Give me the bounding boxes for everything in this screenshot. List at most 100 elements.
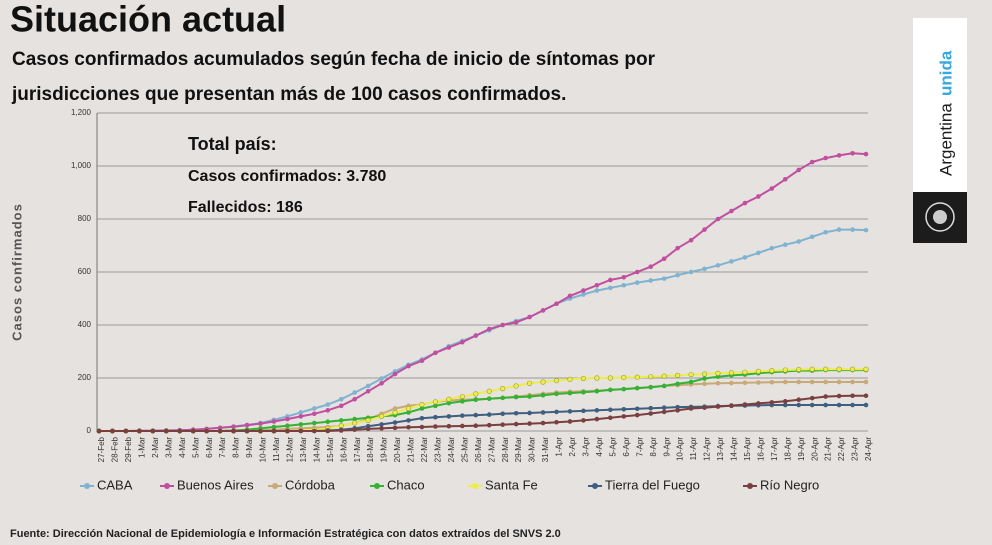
x-tick-label: 8-Apr — [649, 437, 658, 457]
data-point — [769, 379, 775, 385]
data-point — [352, 396, 357, 402]
y-tick-label: 600 — [78, 267, 92, 276]
data-point — [661, 405, 667, 410]
data-point — [446, 400, 452, 406]
data-point — [513, 394, 519, 400]
annotation: Casos confirmados: 3.780 — [188, 168, 386, 185]
data-point — [688, 406, 694, 411]
data-point — [809, 402, 815, 408]
data-point — [702, 227, 707, 232]
x-tick-label: 13-Apr — [716, 437, 725, 461]
data-point — [702, 405, 707, 410]
data-point — [581, 292, 586, 297]
annotation: Total país: — [188, 134, 277, 154]
logo-word: Argentina — [936, 103, 955, 176]
data-point — [392, 409, 398, 416]
data-point — [742, 200, 748, 206]
data-point — [540, 308, 546, 313]
data-point — [608, 277, 613, 283]
data-point — [782, 402, 788, 408]
data-point — [863, 402, 869, 408]
data-point — [675, 272, 680, 278]
x-tick-label: 30-Mar — [528, 437, 537, 463]
x-tick-label: 28-Mar — [501, 437, 510, 463]
data-point — [527, 394, 532, 399]
data-point — [621, 374, 627, 381]
x-tick-label: 8-Mar — [232, 437, 241, 458]
data-point — [419, 424, 425, 430]
data-point — [809, 366, 815, 372]
y-axis-label: Casos confirmados — [9, 203, 24, 341]
data-point — [311, 406, 317, 411]
legend-marker — [84, 483, 90, 489]
data-point — [486, 396, 492, 401]
data-point — [634, 385, 640, 391]
data-point — [338, 428, 344, 433]
data-point — [311, 428, 317, 434]
y-tick-label: 800 — [78, 214, 92, 223]
data-point — [688, 371, 694, 378]
data-point — [621, 275, 627, 280]
data-point — [661, 409, 667, 415]
data-point — [352, 427, 357, 432]
data-point — [110, 428, 115, 434]
data-point — [150, 428, 156, 434]
data-point — [433, 403, 438, 409]
legend-marker — [272, 483, 278, 489]
data-point — [756, 194, 761, 199]
data-point — [460, 413, 465, 418]
data-point — [823, 366, 829, 372]
data-point — [823, 402, 828, 408]
data-point — [769, 245, 775, 251]
data-point — [621, 282, 627, 288]
x-tick-label: 19-Mar — [380, 437, 389, 463]
data-point — [311, 420, 317, 426]
data-point — [338, 423, 344, 429]
legend-marker — [592, 483, 598, 489]
logo-emblem — [933, 210, 947, 224]
data-point — [675, 372, 681, 378]
data-point — [782, 176, 788, 182]
data-point — [486, 388, 492, 394]
data-point — [433, 350, 438, 356]
data-point — [298, 428, 304, 434]
data-point — [419, 406, 425, 411]
x-tick-label: 12-Apr — [703, 437, 712, 461]
data-point — [729, 380, 734, 386]
x-tick-label: 11-Mar — [272, 437, 281, 462]
data-point — [621, 386, 627, 392]
data-point — [782, 399, 788, 404]
x-tick-label: 21-Mar — [407, 437, 416, 463]
data-point — [809, 379, 815, 385]
data-point — [702, 266, 707, 272]
data-point — [567, 390, 573, 396]
data-point — [338, 396, 344, 402]
data-point — [540, 410, 546, 415]
data-point — [500, 322, 505, 328]
data-point — [608, 407, 613, 413]
x-tick-label: 17-Mar — [353, 437, 362, 463]
x-tick-label: 4-Mar — [178, 437, 187, 458]
x-tick-label: 16-Mar — [339, 437, 348, 463]
x-tick-label: 19-Apr — [797, 437, 806, 461]
data-point — [580, 375, 587, 382]
data-point — [513, 383, 519, 389]
data-point — [486, 326, 492, 332]
x-tick-label: 27-Mar — [487, 437, 496, 463]
data-point — [473, 423, 479, 429]
x-tick-label: 23-Mar — [434, 437, 443, 463]
data-point — [446, 414, 452, 419]
x-tick-label: 23-Apr — [851, 437, 860, 461]
data-point — [836, 379, 842, 385]
data-point — [500, 395, 505, 401]
data-point — [715, 370, 721, 376]
data-point — [325, 402, 331, 407]
data-point — [702, 381, 707, 387]
data-point — [554, 419, 559, 425]
data-point — [688, 237, 694, 243]
data-point — [406, 410, 411, 415]
data-point — [190, 428, 196, 434]
data-point — [729, 403, 734, 408]
data-point — [729, 259, 734, 264]
data-point — [473, 333, 479, 338]
